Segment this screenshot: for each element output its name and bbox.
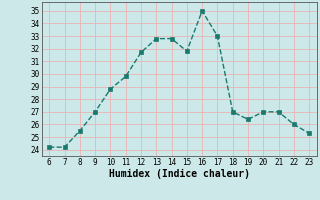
X-axis label: Humidex (Indice chaleur): Humidex (Indice chaleur) <box>109 168 250 179</box>
